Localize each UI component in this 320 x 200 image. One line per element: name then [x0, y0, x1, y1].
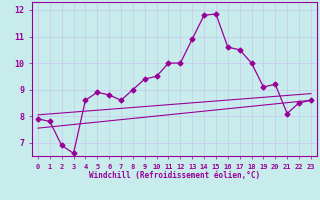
- X-axis label: Windchill (Refroidissement éolien,°C): Windchill (Refroidissement éolien,°C): [89, 171, 260, 180]
